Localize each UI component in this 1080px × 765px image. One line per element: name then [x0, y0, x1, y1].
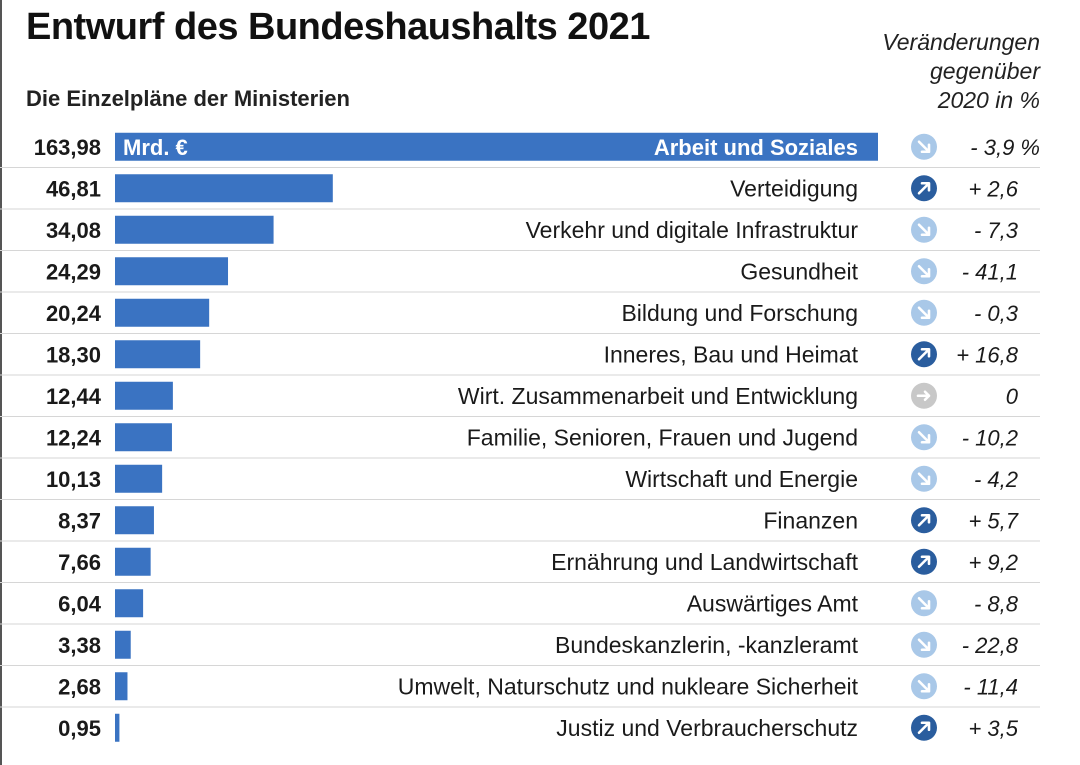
category-label: Finanzen [763, 507, 858, 533]
data-bar [115, 506, 154, 535]
category-label: Familie, Senioren, Frauen und Jugend [467, 424, 858, 450]
change-label: - 11,4 [963, 674, 1018, 699]
category-label: Wirtschaft und Energie [625, 466, 858, 492]
arrow-down-icon [911, 258, 937, 285]
category-label: Wirt. Zusammenarbeit und Entwicklung [458, 383, 858, 409]
data-bar [115, 713, 120, 742]
arrow-down-icon [911, 133, 937, 160]
arrow-down-icon [911, 673, 937, 700]
change-label: + 5,7 [968, 508, 1018, 533]
data-bar [115, 423, 172, 452]
change-label: - 0,3 [974, 301, 1019, 326]
change-header-line-3: 2020 in % [937, 87, 1040, 113]
arrow-up-icon [911, 341, 937, 368]
change-label: - 7,3 [974, 218, 1019, 243]
change-label: - 3,9 % [970, 135, 1040, 160]
data-bar [115, 340, 201, 369]
change-label: + 3,5 [968, 716, 1018, 741]
arrow-down-icon [911, 465, 937, 492]
frame-border [0, 0, 2, 765]
value-label: 0,95 [58, 716, 101, 741]
category-label: Verteidigung [730, 175, 858, 201]
value-label: 3,38 [58, 633, 101, 658]
change-label: + 9,2 [968, 550, 1018, 575]
data-bar [115, 257, 229, 286]
value-label: 12,24 [46, 425, 102, 450]
value-label: 20,24 [46, 301, 102, 326]
category-label: Ernährung und Landwirtschaft [551, 549, 858, 575]
category-label: Verkehr und digitale Infrastruktur [526, 217, 859, 243]
data-bar [115, 672, 128, 701]
change-header-line-1: Veränderungen [882, 29, 1040, 55]
change-label: - 8,8 [974, 591, 1019, 616]
arrow-up-icon [911, 714, 937, 741]
arrow-right-icon [911, 382, 937, 409]
category-label: Bildung und Forschung [621, 300, 858, 326]
category-label: Justiz und Verbraucherschutz [556, 715, 858, 741]
change-label: + 16,8 [956, 342, 1019, 367]
data-bar [115, 464, 163, 493]
chart-title: Entwurf des Bundeshaushalts 2021 [26, 6, 650, 48]
data-bar [115, 215, 274, 244]
category-label: Inneres, Bau und Heimat [604, 341, 859, 367]
data-bar [115, 630, 131, 659]
value-label: 2,68 [58, 674, 101, 699]
change-header-line-2: gegenüber [930, 58, 1040, 84]
arrow-up-icon [911, 507, 937, 534]
chart-subtitle: Die Einzelpläne der Ministerien [26, 86, 350, 111]
value-label: 10,13 [46, 467, 101, 492]
data-bar [115, 298, 210, 327]
arrow-down-icon [911, 424, 937, 451]
change-label: - 22,8 [962, 633, 1019, 658]
data-bar [115, 589, 144, 618]
value-label: 8,37 [58, 508, 101, 533]
change-label: - 4,2 [974, 467, 1018, 492]
value-label: 18,30 [46, 342, 101, 367]
unit-label: Mrd. € [123, 135, 188, 160]
category-label: Gesundheit [740, 258, 858, 284]
value-label: 24,29 [46, 259, 101, 284]
value-label: 46,81 [46, 176, 101, 201]
category-label: Bundeskanzlerin, -kanzleramt [555, 632, 859, 658]
change-label: - 41,1 [962, 259, 1018, 284]
arrow-up-icon [911, 175, 937, 202]
arrow-down-icon [911, 216, 937, 243]
change-column-header: Veränderungen gegenüber 2020 in % [810, 28, 1040, 115]
data-bar [115, 132, 878, 161]
arrow-up-icon [911, 548, 937, 575]
category-label: Arbeit und Soziales [654, 135, 858, 160]
change-label: 0 [1006, 384, 1019, 409]
value-label: 7,66 [58, 550, 101, 575]
value-label: 12,44 [46, 384, 102, 409]
value-label: 163,98 [34, 135, 101, 160]
value-label: 34,08 [46, 218, 101, 243]
change-label: - 10,2 [962, 425, 1018, 450]
data-bar [115, 381, 173, 410]
data-bar [115, 547, 151, 576]
arrow-down-icon [911, 299, 937, 326]
change-label: + 2,6 [968, 176, 1018, 201]
category-label: Umwelt, Naturschutz und nukleare Sicherh… [398, 673, 859, 699]
arrow-down-icon [911, 631, 937, 658]
data-bar [115, 174, 333, 203]
value-label: 6,04 [58, 591, 102, 616]
category-label: Auswärtiges Amt [687, 590, 859, 616]
arrow-down-icon [911, 590, 937, 617]
